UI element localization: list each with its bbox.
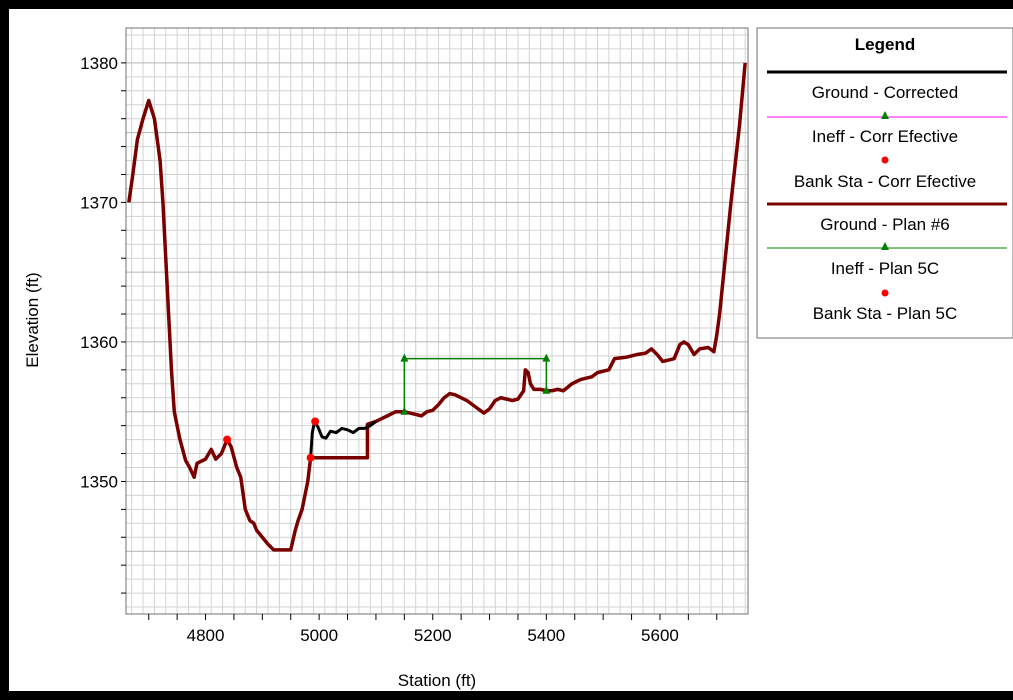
legend-title: Legend: [855, 35, 915, 54]
legend-item: Ineff - Plan 5C: [767, 242, 1007, 278]
axis-ticks: [121, 62, 718, 620]
legend-label: Ineff - Corr Efective: [812, 127, 958, 146]
bank-station-point: [311, 417, 320, 426]
y-tick-label: 1350: [80, 472, 118, 491]
plot-grid: [126, 28, 748, 614]
ineff-marker: [400, 353, 409, 362]
legend-label: Ineff - Plan 5C: [831, 259, 939, 278]
legend-swatch-marker: [881, 289, 889, 297]
legend-item: Bank Sta - Corr Efective: [794, 156, 976, 191]
x-tick-label: 5200: [414, 626, 452, 645]
legend-item: Ground - Corrected: [767, 70, 1007, 102]
legend-label: Bank Sta - Corr Efective: [794, 172, 976, 191]
legend-label: Ground - Plan #6: [820, 215, 949, 234]
y-tick-label: 1380: [80, 54, 118, 73]
legend: Legend Ground - Corrected Ineff - Corr Ef…: [756, 27, 1013, 339]
bank-station-point: [223, 435, 232, 444]
tick-labels: 4800 5000 5200 5400 5600 1350 1360 1370 1380: [80, 54, 679, 645]
legend-label: Ground - Corrected: [812, 83, 958, 102]
legend-item: Ineff - Corr Efective: [767, 111, 1007, 146]
series-line-3: [127, 62, 747, 552]
legend-swatch-marker: [881, 242, 889, 250]
plot-area: [125, 27, 749, 615]
series-layer: [127, 62, 747, 552]
legend-label: Bank Sta - Plan 5C: [813, 304, 958, 323]
x-tick-label: 5600: [641, 626, 679, 645]
x-tick-label: 5000: [300, 626, 338, 645]
ineff-marker: [400, 406, 409, 415]
legend-swatch-marker: [881, 156, 889, 164]
legend-item: Bank Sta - Plan 5C: [813, 289, 958, 323]
x-tick-label: 5400: [527, 626, 565, 645]
x-axis-title: Station (ft): [398, 671, 476, 690]
ineff-marker: [542, 353, 551, 362]
legend-item: Ground - Plan #6: [767, 202, 1007, 234]
ineff-marker: [542, 385, 551, 394]
legend-swatch-marker: [881, 111, 889, 119]
y-tick-label: 1370: [80, 193, 118, 212]
x-tick-label: 4800: [187, 626, 225, 645]
y-tick-label: 1360: [80, 333, 118, 352]
y-axis-title: Elevation (ft): [23, 272, 42, 367]
legend-box: [756, 27, 1013, 339]
bank-station-point: [306, 453, 315, 462]
series-ineff-line-4: [403, 357, 548, 412]
